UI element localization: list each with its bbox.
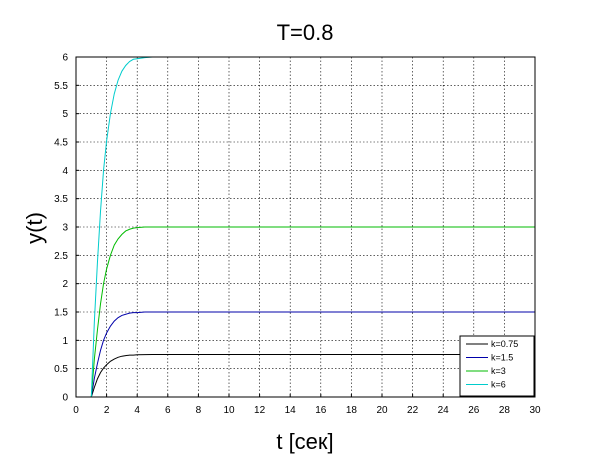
- y-tick-label: 1: [62, 336, 68, 347]
- x-tick-label: 2: [104, 405, 110, 416]
- x-tick-label: 28: [499, 405, 511, 416]
- y-tick-label: 6: [62, 53, 68, 64]
- legend-label: k=0.75: [491, 339, 518, 349]
- x-tick-label: 16: [315, 405, 327, 416]
- y-tick-label: 0: [62, 393, 68, 404]
- y-axis-label: y(t): [22, 212, 47, 244]
- x-tick-label: 6: [165, 405, 171, 416]
- y-tick-label: 4: [62, 166, 68, 177]
- legend-label: k=6: [491, 380, 506, 390]
- series-line-3: [76, 226, 535, 398]
- x-tick-label: 8: [196, 405, 202, 416]
- y-tick-label: 3: [62, 223, 68, 234]
- chart-title: T=0.8: [277, 20, 334, 45]
- x-tick-label: 0: [73, 405, 79, 416]
- x-tick-label: 24: [438, 405, 450, 416]
- y-tick-label: 1.5: [54, 308, 68, 319]
- x-tick-label: 10: [223, 405, 235, 416]
- legend-label: k=3: [491, 366, 506, 376]
- y-tick-label: 5: [62, 109, 68, 120]
- tick-labels: 0 2 4 6 8 10 12 14 16 18 20 22 24 26 28 3000.511.522.53…: [54, 53, 541, 417]
- series-line-2: [76, 311, 535, 398]
- x-axis-label: t [сек]: [276, 429, 333, 454]
- y-tick-label: 2.5: [54, 251, 68, 262]
- y-tick-label: 5.5: [54, 81, 68, 92]
- y-tick-label: 4.5: [54, 138, 68, 149]
- x-tick-label: 12: [254, 405, 266, 416]
- series-line-1: [76, 354, 535, 398]
- y-tick-label: 0.5: [54, 364, 68, 375]
- x-tick-label: 22: [407, 405, 419, 416]
- x-tick-label: 4: [134, 405, 140, 416]
- x-tick-label: 18: [346, 405, 358, 416]
- x-tick-label: 20: [376, 405, 388, 416]
- x-tick-label: 14: [285, 405, 297, 416]
- legend: k=0.75 k=1.5 k=3 k=6: [459, 335, 535, 397]
- x-tick-label: 30: [529, 405, 541, 416]
- legend-label: k=1.5: [491, 353, 513, 363]
- y-tick-label: 3.5: [54, 194, 68, 205]
- y-tick-label: 2: [62, 279, 68, 290]
- x-tick-label: 26: [468, 405, 480, 416]
- legend-box: [459, 335, 535, 397]
